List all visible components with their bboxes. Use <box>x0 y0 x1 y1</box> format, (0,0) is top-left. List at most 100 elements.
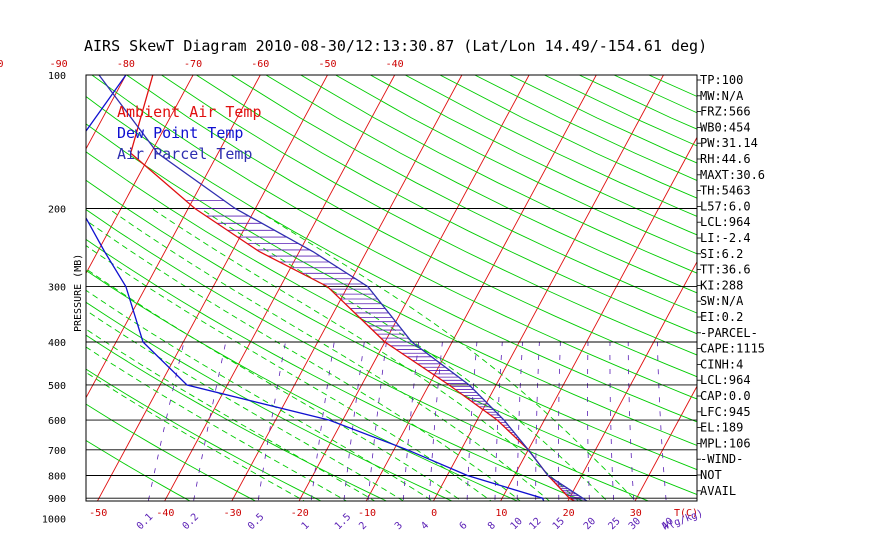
dry-adiabat-line <box>439 75 697 199</box>
pressure-tick-label: 700 <box>48 446 66 457</box>
dry-adiabat-line <box>86 334 388 501</box>
mixing-ratio-line <box>428 341 443 501</box>
moist-adiabat-line <box>86 268 463 501</box>
mixing-ratio-label: 8 <box>486 520 498 532</box>
index-label: LFC:945 <box>700 405 751 419</box>
pressure-tick-label: 100 <box>48 71 66 82</box>
isotherm-line <box>432 75 664 501</box>
dry-adiabat-line <box>86 269 519 501</box>
mixing-ratio-label: 2 <box>357 520 369 532</box>
mixing-ratio-line <box>466 341 478 501</box>
legend: Ambient Air Temp Dew Point Temp Air Parcel… <box>117 103 262 163</box>
mixing-ratio-line <box>343 341 365 501</box>
top-temp-tick-label: -100 <box>0 59 4 70</box>
mixing-ratio-line <box>310 341 335 501</box>
index-label: LCL:964 <box>700 215 751 229</box>
index-label: EL:189 <box>700 421 743 435</box>
index-label: LCL:964 <box>700 373 751 387</box>
y-axis-label: PRESSURE (MB) <box>73 254 84 332</box>
ambient-air-temp-trace <box>129 75 576 501</box>
axis-labels: 1002003004005006007008009001000PRESSURE … <box>0 59 705 533</box>
moist-adiabat-line <box>151 208 580 501</box>
mixing-ratio-label: 0.5 <box>246 512 267 533</box>
mixing-ratio-line <box>147 341 185 501</box>
dry-adiabat-line <box>91 75 697 400</box>
moist-adiabat-line <box>86 245 492 501</box>
dry-adiabat-line <box>86 95 697 423</box>
moist-adiabat-line <box>86 328 376 501</box>
mixing-ratio-line <box>657 341 667 501</box>
dry-adiabat-line <box>335 75 697 255</box>
bottom-temp-tick-label: -30 <box>224 508 242 519</box>
moist-adiabat-line <box>86 371 306 501</box>
mixing-ratio-line <box>558 341 561 501</box>
pressure-tick-label: 200 <box>48 205 66 216</box>
mixing-ratio-label: 0.1 <box>135 512 156 533</box>
moist-adiabat-line <box>86 346 348 501</box>
pressure-tick-label: 300 <box>48 283 66 294</box>
bottom-temp-tick-label: 30 <box>630 508 642 519</box>
index-label: CAPE:1115 <box>700 342 765 356</box>
bottom-temp-tick-label: 10 <box>495 508 507 519</box>
pressure-tick-label: 900 <box>48 494 66 505</box>
index-label: WB0:454 <box>700 120 751 134</box>
pressure-tick-label: 400 <box>48 338 66 349</box>
isotherm-line <box>500 136 697 501</box>
pressure-tick-label: 800 <box>48 472 66 483</box>
mixing-ratio-label: 6 <box>458 520 470 532</box>
isotherm-line <box>86 75 127 150</box>
bottom-temp-tick-label: 20 <box>563 508 575 519</box>
pressure-tick-label: 500 <box>48 381 66 392</box>
top-temp-tick-label: -40 <box>386 59 404 70</box>
index-label: -PARCEL- <box>700 326 758 340</box>
moist-adiabat-line <box>86 219 522 501</box>
dry-adiabat-line <box>86 208 650 501</box>
index-label: LI:-2.4 <box>700 231 751 245</box>
mixing-ratio-label: 1.5 <box>333 512 354 533</box>
mixing-ratio-line <box>516 341 523 501</box>
air-parcel-temp-trace <box>98 75 588 501</box>
index-label: CAP:0.0 <box>700 389 751 403</box>
dry-adiabat-line <box>86 151 697 471</box>
mixing-ratio-line <box>257 341 286 501</box>
index-label: MAXT:30.6 <box>700 168 765 182</box>
isotherm-line <box>0 75 59 528</box>
top-temp-tick-label: -60 <box>251 59 269 70</box>
bottom-temp-tick-label: 0 <box>431 508 437 519</box>
top-temp-tick-label: -80 <box>117 59 135 70</box>
mixing-ratio-label: 12 <box>527 516 543 532</box>
mixing-ratio-line <box>587 341 590 501</box>
isotherm-line <box>634 385 697 501</box>
mixing-ratio-line <box>367 341 387 501</box>
bottom-temp-tick-label: -20 <box>291 508 309 519</box>
mixing-ratio-label: 1 <box>300 520 312 532</box>
dry-adiabat-line <box>300 75 697 274</box>
isotherm-line <box>231 75 463 501</box>
moist-adiabat-line <box>254 208 637 501</box>
legend-entry: Air Parcel Temp <box>117 145 252 163</box>
mixing-ratio-label: 0.2 <box>181 512 202 533</box>
mixing-ratio-line <box>494 341 503 501</box>
dry-adiabat-line <box>86 368 322 501</box>
cape-hatch-area <box>185 200 587 501</box>
index-label: CINH:4 <box>700 357 743 371</box>
plot-border <box>85 74 698 502</box>
isotherm-line <box>96 75 328 501</box>
index-label: SI:6.2 <box>700 247 743 261</box>
dry-adiabat-line <box>196 75 697 335</box>
top-temp-tick-label: -90 <box>50 59 68 70</box>
index-label: MW:N/A <box>700 89 744 103</box>
chart-title: AIRS SkewT Diagram 2010-08-30/12:13:30.8… <box>84 37 707 55</box>
isotherm-line <box>567 260 697 501</box>
index-label: AVAIL <box>700 484 736 498</box>
pressure-tick-label: 1000 <box>42 514 66 525</box>
dry-adiabat-line <box>86 238 584 501</box>
mixing-ratio-label: 20 <box>582 516 598 532</box>
dew-point-temp-trace <box>86 75 545 501</box>
mixing-ratio-label: 25 <box>606 516 622 532</box>
mixing-ratio-label: 4 <box>419 520 431 532</box>
index-label: TH:5463 <box>700 184 751 198</box>
dry-adiabat-line <box>86 301 453 501</box>
